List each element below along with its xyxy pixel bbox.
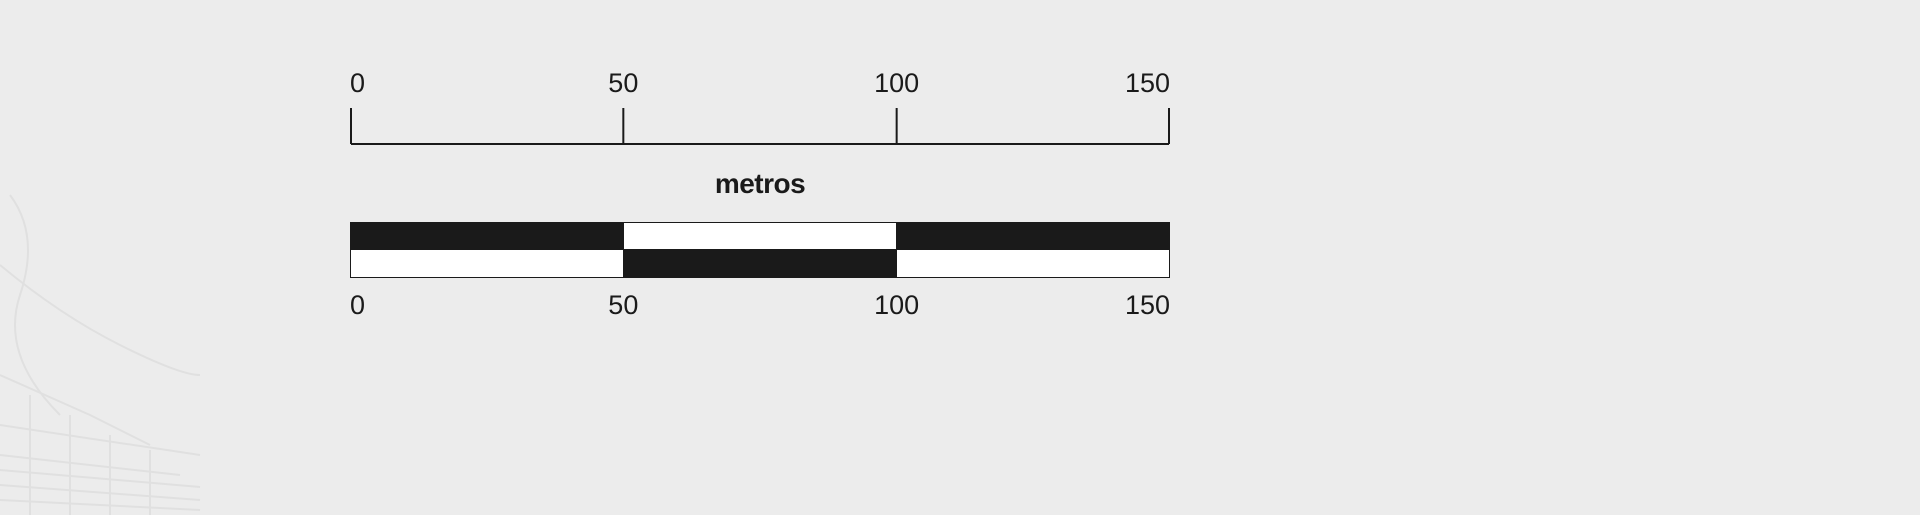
checker-cell (350, 250, 624, 278)
top-tick-50: 50 (608, 68, 638, 99)
bottom-tick-100: 100 (874, 290, 919, 321)
top-tick-100: 100 (874, 68, 919, 99)
top-tick-labels: 0 50 100 150 (350, 68, 1170, 98)
bottom-tick-50: 50 (608, 290, 638, 321)
bottom-tick-150: 150 (1125, 290, 1170, 321)
checker-bar (350, 222, 1170, 278)
top-tick-150: 150 (1125, 68, 1170, 99)
checker-cell (350, 222, 624, 250)
checker-cell (624, 222, 897, 250)
background-map-lines (0, 115, 300, 515)
scale-bar: 0 50 100 150 metros 0 50 100 (350, 68, 1170, 320)
checker-row-bottom (350, 250, 1170, 278)
bottom-tick-labels: 0 50 100 150 (350, 290, 1170, 320)
unit-label: metros (350, 168, 1170, 200)
checker-cell (897, 222, 1170, 250)
tick-line (350, 108, 1170, 146)
checker-cell (897, 250, 1170, 278)
bottom-tick-0: 0 (350, 290, 365, 321)
checker-cell (624, 250, 897, 278)
checker-row-top (350, 222, 1170, 250)
top-tick-0: 0 (350, 68, 365, 99)
